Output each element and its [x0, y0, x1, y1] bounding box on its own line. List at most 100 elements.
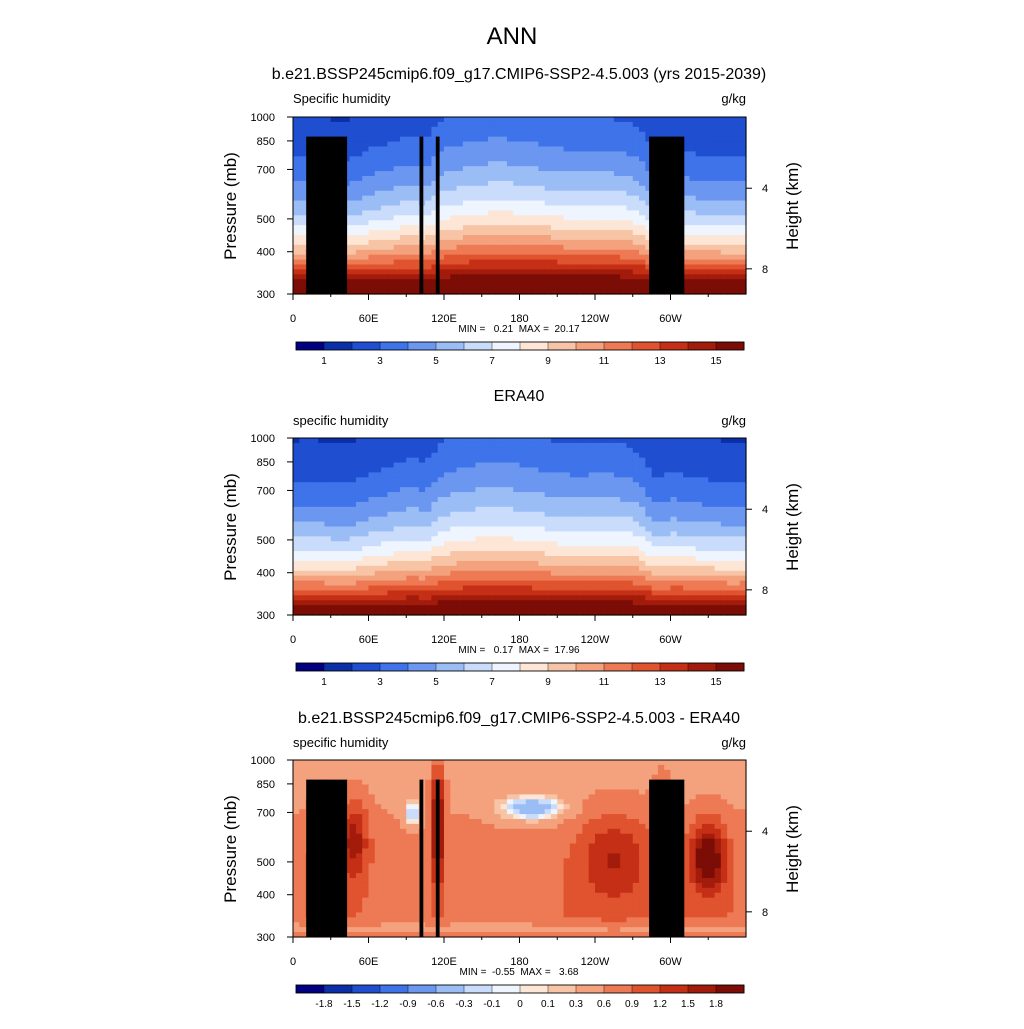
field-cell	[727, 284, 734, 290]
field-cell	[375, 210, 382, 216]
y-tick-label: 300	[257, 289, 275, 301]
field-cell	[564, 438, 571, 444]
field-cell	[538, 576, 545, 582]
field-cell	[318, 477, 325, 483]
field-cell	[526, 235, 533, 241]
field-cell	[299, 166, 306, 172]
field-cell	[438, 576, 445, 582]
field-cell	[413, 269, 420, 275]
field-cell	[513, 206, 520, 212]
field-cell	[488, 482, 495, 488]
field-cell	[381, 255, 388, 261]
field-cell	[608, 201, 615, 207]
field-cell	[463, 181, 470, 187]
field-cell	[557, 284, 564, 290]
field-cell	[350, 122, 357, 128]
field-cell	[375, 522, 382, 528]
field-cell	[551, 181, 558, 187]
field-cell	[413, 571, 420, 577]
field-cell	[626, 274, 633, 280]
field-cell	[331, 531, 338, 537]
field-cell	[626, 546, 633, 552]
field-cell	[633, 284, 640, 290]
field-cell	[545, 201, 552, 207]
field-cell	[369, 477, 376, 483]
field-cell	[576, 250, 583, 256]
field-cell	[733, 186, 740, 192]
field-cell	[633, 279, 640, 285]
field-cell	[350, 458, 357, 464]
field-cell	[356, 225, 363, 231]
field-cell	[733, 284, 740, 290]
field-cell	[438, 477, 445, 483]
field-cell	[733, 269, 740, 275]
field-cell	[488, 458, 495, 464]
field-cell	[463, 117, 470, 123]
field-cell	[608, 255, 615, 261]
topography-mask	[329, 141, 339, 294]
field-cell	[400, 531, 407, 537]
field-cell	[482, 269, 489, 275]
field-cell	[444, 586, 451, 592]
field-cell	[450, 472, 457, 478]
field-cell	[362, 507, 369, 513]
field-cell	[601, 260, 608, 266]
field-cell	[702, 230, 709, 236]
field-cell	[475, 201, 482, 207]
field-cell	[394, 453, 401, 459]
field-cell	[727, 492, 734, 498]
field-cell	[733, 161, 740, 167]
field-cell	[444, 546, 451, 552]
field-cell	[633, 161, 640, 167]
field-cell	[394, 225, 401, 231]
field-cell	[520, 453, 527, 459]
field-cell	[620, 260, 627, 266]
field-cell	[702, 176, 709, 182]
field-cell	[494, 235, 501, 241]
field-cell	[431, 453, 438, 459]
field-cell	[457, 210, 464, 216]
field-cell	[299, 260, 306, 266]
field-cell	[595, 487, 602, 493]
field-cell	[381, 497, 388, 503]
field-cell	[538, 260, 545, 266]
field-cell	[343, 463, 350, 469]
field-cell	[582, 522, 589, 528]
field-cell	[620, 196, 627, 202]
field-cell	[658, 472, 665, 478]
field-cell	[614, 181, 621, 187]
field-cell	[299, 502, 306, 508]
field-cell	[652, 117, 659, 123]
field-cell	[312, 551, 319, 557]
field-cell	[444, 458, 451, 464]
field-cell	[677, 127, 684, 133]
field-cell	[538, 269, 545, 275]
field-cell	[331, 132, 338, 138]
field-cell	[400, 512, 407, 518]
field-cell	[293, 472, 300, 478]
field-cell	[589, 166, 596, 172]
field-cell	[394, 230, 401, 236]
field-cell	[658, 561, 665, 567]
field-cell	[658, 536, 665, 542]
field-cell	[450, 453, 457, 459]
field-cell	[356, 551, 363, 557]
field-cell	[538, 448, 545, 454]
field-cell	[406, 156, 413, 162]
field-cell	[356, 186, 363, 192]
field-cell	[664, 571, 671, 577]
field-cell	[677, 517, 684, 523]
field-cell	[557, 507, 564, 513]
field-cell	[689, 284, 696, 290]
field-cell	[545, 556, 552, 562]
field-cell	[457, 556, 464, 562]
field-cell	[369, 220, 376, 226]
field-cell	[362, 284, 369, 290]
field-cell	[494, 527, 501, 533]
field-cell	[633, 453, 640, 459]
field-cell	[375, 171, 382, 177]
field-cell	[444, 137, 451, 143]
field-cell	[457, 137, 464, 143]
field-cell	[721, 186, 728, 192]
field-cell	[318, 527, 325, 533]
